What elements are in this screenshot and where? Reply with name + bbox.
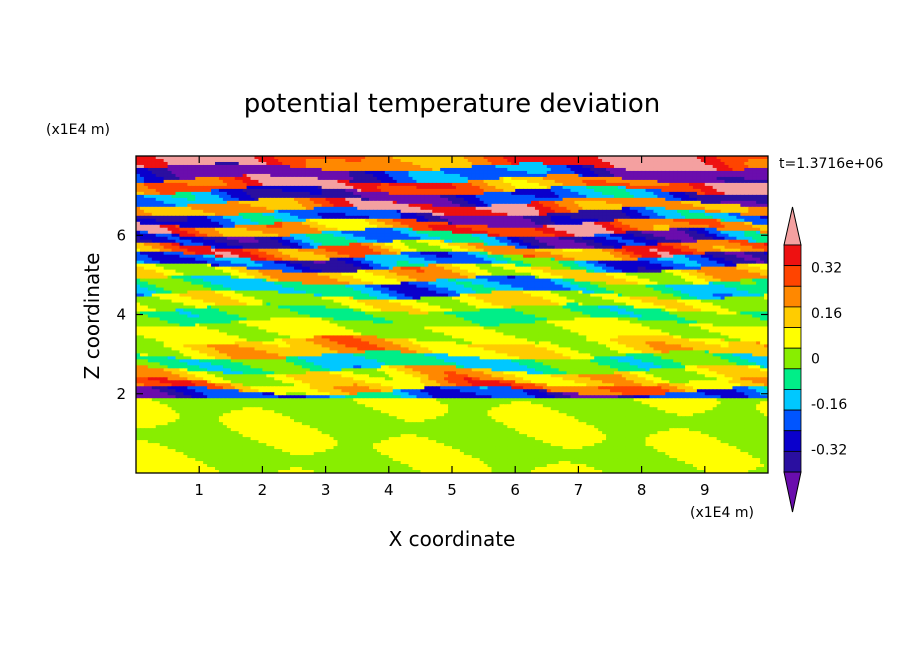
time-label: t=1.3716e+06 (779, 156, 883, 172)
contour-field (136, 156, 769, 474)
y-axis-unit: (x1E4 m) (46, 122, 110, 138)
chart-title: potential temperature deviation (244, 89, 660, 119)
